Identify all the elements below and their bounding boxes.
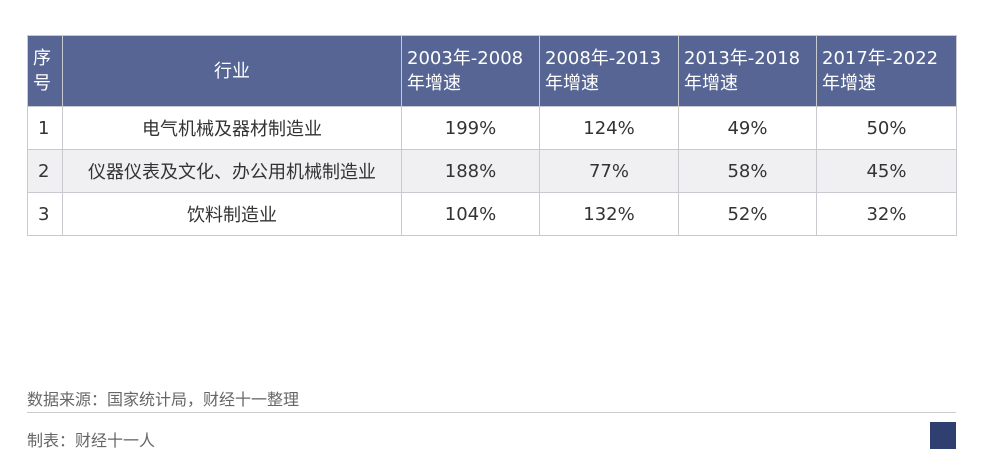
table-cell: 132% [539, 192, 679, 236]
table-cell: 104% [401, 192, 540, 236]
table-cell: 饮料制造业 [62, 192, 402, 236]
header-cell: 2008年-2013年增速 [539, 35, 679, 107]
table-row: 2 仪器仪表及文化、办公用机械制造业 188% 77% 58% 45% [27, 149, 957, 193]
table-cell: 188% [401, 149, 540, 193]
divider [27, 412, 956, 413]
table-cell: 3 [27, 192, 63, 236]
table-cell: 49% [678, 106, 817, 150]
table-cell: 77% [539, 149, 679, 193]
table-row: 1 电气机械及器材制造业 199% 124% 49% 50% [27, 106, 957, 150]
table-cell: 52% [678, 192, 817, 236]
table-cell: 199% [401, 106, 540, 150]
table-body: 1 电气机械及器材制造业 199% 124% 49% 50% 2 仪器仪表及文化、办公用机械制… [27, 106, 957, 236]
table-cell: 50% [816, 106, 957, 150]
table-cell: 2 [27, 149, 63, 193]
table-cell: 124% [539, 106, 679, 150]
table-cell: 32% [816, 192, 957, 236]
header-cell: 2013年-2018年增速 [678, 35, 817, 107]
header-cell: 2003年-2008年增速 [401, 35, 540, 107]
maker-note: 制表：财经十一人 [27, 431, 156, 450]
table-cell: 电气机械及器材制造业 [62, 106, 402, 150]
source-note: 数据来源：国家统计局，财经十一整理 [27, 390, 300, 409]
table-cell: 仪器仪表及文化、办公用机械制造业 [62, 149, 402, 193]
logo [930, 422, 956, 449]
data-table: 序号 行业 2003年-2008年增速 2008年-2013年增速 2013年-2018… [27, 35, 957, 236]
header-cell: 行业 [62, 35, 402, 107]
table-cell: 1 [27, 106, 63, 150]
header-cell: 2017年-2022年增速 [816, 35, 957, 107]
header-row: 序号 行业 2003年-2008年增速 2008年-2013年增速 2013年-2018… [27, 35, 957, 107]
table-cell: 45% [816, 149, 957, 193]
table-cell: 58% [678, 149, 817, 193]
header-cell: 序号 [27, 35, 63, 107]
table-row: 3 饮料制造业 104% 132% 52% 32% [27, 192, 957, 236]
